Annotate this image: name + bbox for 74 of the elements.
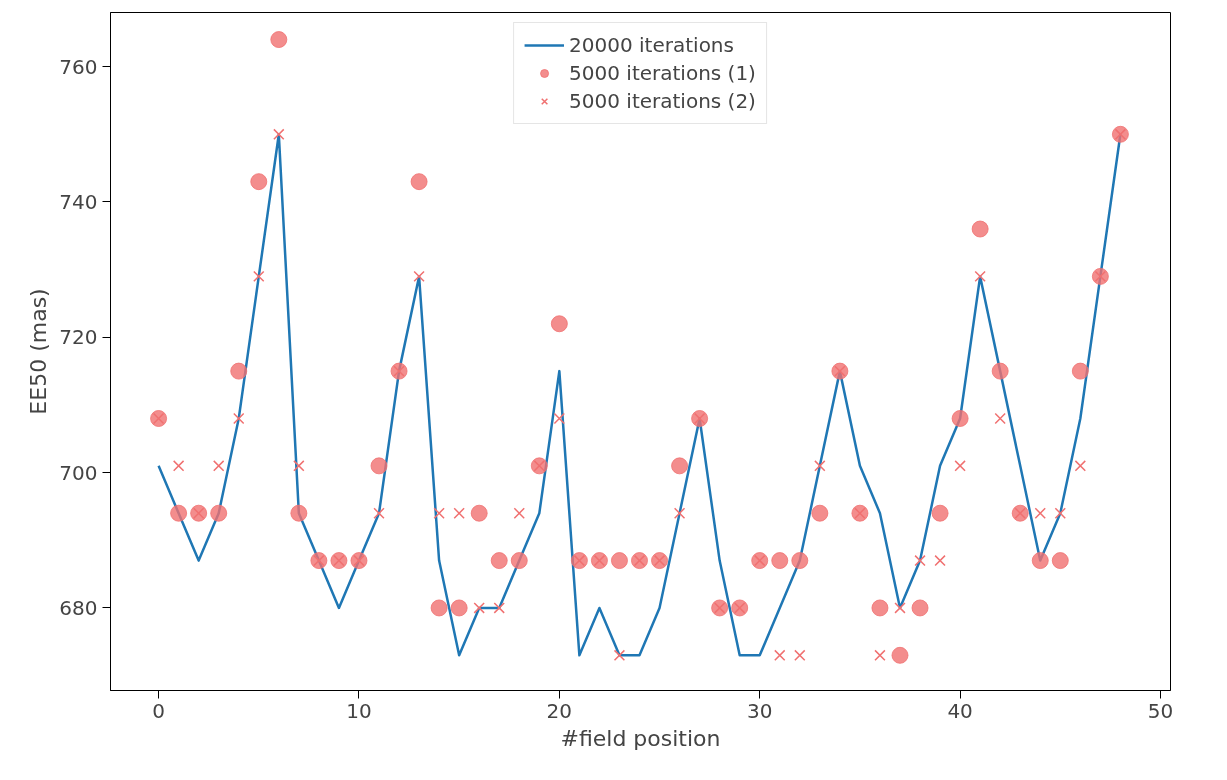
point bbox=[914, 554, 926, 567]
legend-label: 5000 iterations (1) bbox=[569, 61, 756, 85]
point bbox=[1031, 552, 1049, 570]
point bbox=[794, 649, 806, 662]
point bbox=[473, 602, 485, 614]
point bbox=[450, 599, 468, 617]
point bbox=[410, 173, 428, 191]
x-tick-label: 0 bbox=[152, 698, 165, 723]
point bbox=[433, 507, 445, 519]
point bbox=[971, 220, 989, 238]
y-tick-label: 680 bbox=[59, 595, 98, 620]
legend-label: 20000 iterations bbox=[569, 33, 734, 57]
x-tick-label: 30 bbox=[747, 698, 773, 723]
point bbox=[791, 552, 809, 570]
point bbox=[1034, 507, 1046, 519]
point bbox=[894, 602, 906, 614]
point bbox=[253, 270, 265, 283]
point bbox=[453, 507, 465, 519]
point bbox=[510, 552, 528, 570]
x-tick-label: 50 bbox=[1147, 698, 1174, 723]
point bbox=[233, 412, 245, 425]
point bbox=[991, 362, 1009, 380]
point bbox=[891, 646, 909, 664]
point bbox=[673, 507, 686, 519]
point bbox=[811, 504, 829, 522]
point bbox=[430, 599, 448, 617]
point bbox=[373, 507, 385, 519]
point bbox=[290, 504, 308, 522]
point bbox=[270, 31, 288, 49]
point bbox=[210, 504, 228, 522]
y-axis-title: EE50 (mas) bbox=[26, 288, 52, 415]
point bbox=[273, 128, 285, 140]
y-tick-label: 740 bbox=[59, 189, 98, 214]
point bbox=[954, 460, 966, 472]
point bbox=[911, 599, 929, 617]
point bbox=[974, 270, 986, 283]
point bbox=[771, 552, 789, 570]
point bbox=[671, 457, 689, 475]
legend-label: 5000 iterations (2) bbox=[569, 89, 756, 113]
point bbox=[293, 460, 305, 472]
x-tick-label: 10 bbox=[346, 698, 372, 723]
point bbox=[493, 602, 505, 614]
point bbox=[934, 554, 946, 567]
y-tick-label: 760 bbox=[59, 54, 98, 79]
point bbox=[931, 504, 949, 522]
point bbox=[774, 649, 786, 662]
point bbox=[553, 412, 566, 425]
point bbox=[1071, 362, 1089, 380]
point bbox=[550, 315, 568, 333]
x-axis-title: #field position bbox=[560, 725, 721, 751]
y-tick-label: 720 bbox=[59, 325, 98, 350]
point bbox=[874, 649, 886, 662]
point bbox=[172, 460, 185, 472]
y-tick-label: 700 bbox=[59, 460, 98, 485]
point bbox=[370, 457, 388, 475]
point bbox=[230, 362, 248, 380]
point bbox=[470, 504, 488, 522]
point bbox=[413, 270, 425, 283]
point bbox=[951, 410, 969, 427]
point bbox=[610, 552, 628, 570]
point bbox=[513, 507, 525, 519]
point bbox=[871, 599, 889, 617]
point bbox=[814, 460, 826, 472]
point bbox=[1051, 552, 1069, 570]
point bbox=[170, 504, 188, 522]
point bbox=[1054, 507, 1066, 519]
point bbox=[613, 649, 626, 662]
x-tick-label: 20 bbox=[546, 698, 573, 723]
point bbox=[1074, 460, 1087, 472]
point bbox=[994, 412, 1006, 425]
point bbox=[250, 173, 268, 191]
x-tick-label: 40 bbox=[947, 698, 973, 723]
point bbox=[213, 460, 225, 472]
point bbox=[490, 552, 508, 570]
